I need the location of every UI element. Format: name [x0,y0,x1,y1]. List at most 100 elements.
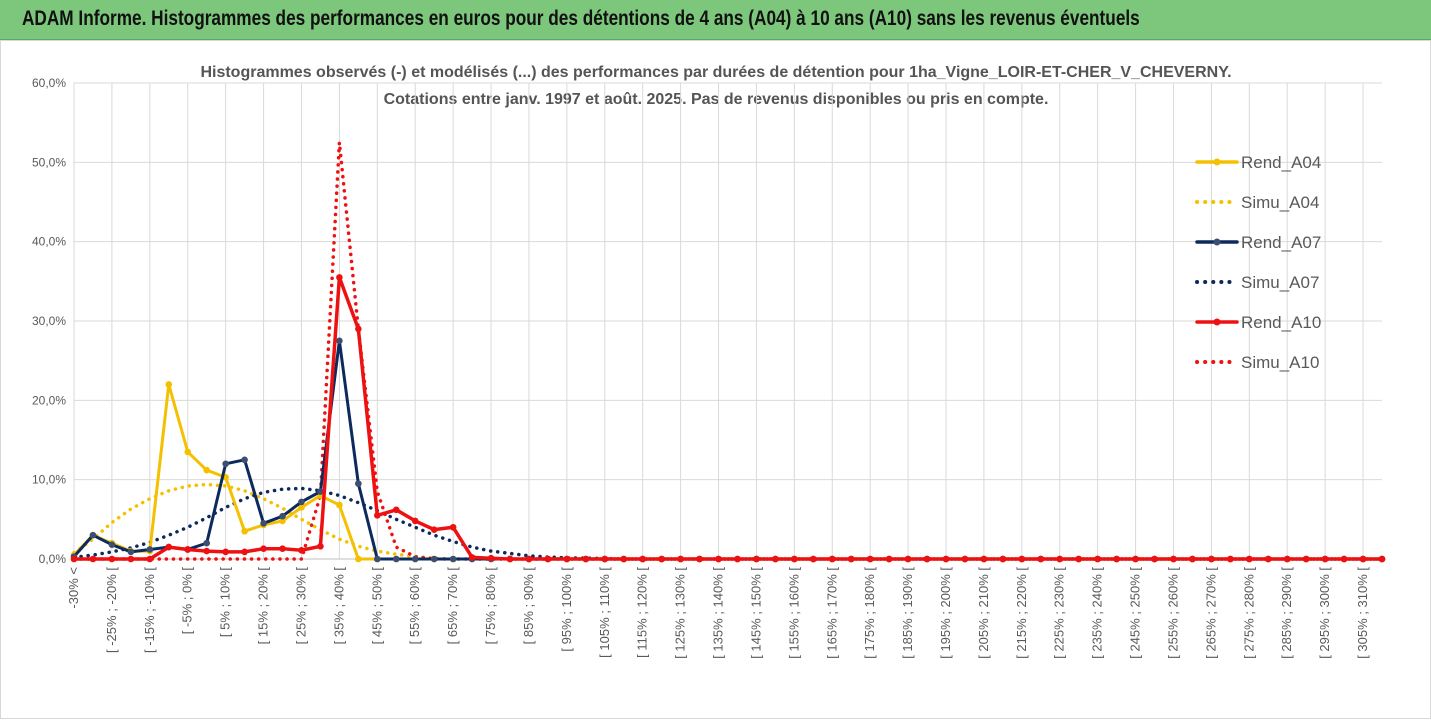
data-point [1246,555,1253,563]
y-tick-label: 60,0% [32,76,66,90]
data-point [411,517,419,525]
data-point [734,555,741,563]
y-tick-label: 20,0% [32,393,66,407]
data-point [961,555,969,563]
grid-lines [73,82,1382,560]
data-point [430,526,438,533]
data-point [715,555,722,563]
legend-item-Rend_A07: Rend_A07 [1195,233,1321,252]
data-point [279,517,286,525]
legend-item-Rend_A04: Rend_A04 [1195,153,1321,172]
x-tick-label: [ 275% ; 280% [ [1241,567,1256,659]
data-point [1340,555,1348,563]
data-point [525,555,533,563]
y-tick-label: 0,0% [39,552,67,566]
series-line [72,275,1384,561]
x-tick-label: [ 305% ; 310% [ [1355,567,1370,659]
data-point [317,543,324,550]
data-point [127,555,135,563]
legend-label: Rend_A04 [1241,153,1321,172]
data-point [89,555,97,563]
x-tick-label: [ 155% ; 160% [ [786,567,801,659]
legend-item-Simu_A04: Simu_A04 [1195,193,1319,212]
data-point [753,555,760,563]
data-point [430,555,438,563]
data-point [828,555,836,563]
data-point [336,274,343,281]
data-point [563,555,571,563]
data-point [601,555,609,563]
data-point [696,555,703,563]
series-layer [70,140,1386,563]
x-tick-label: [ 215% ; 220% [ [1014,567,1029,659]
x-tick-label: [ 135% ; 140% [ [711,567,726,659]
data-point [1283,555,1291,563]
chart-title: Histogrammes observés (-) et modélisés (… [200,64,1231,81]
data-point [1359,555,1367,563]
data-point [241,548,248,556]
data-point [1170,555,1177,563]
legend-label: Simu_A04 [1241,193,1319,212]
data-point [468,554,476,561]
data-point [203,466,210,474]
x-tick-label: [ 115% ; 120% [ [635,567,650,658]
x-tick-label: [ 295% ; 300% [ [1317,567,1332,659]
legend-item-Simu_A10: Simu_A10 [1195,353,1319,372]
x-tick-label: [ 195% ; 200% [ [938,567,953,659]
data-point [449,555,457,563]
data-point [658,555,665,563]
data-point [620,555,628,563]
data-point [260,545,267,552]
y-axis: 0,0% 10,0% 20,0% 30,0% 40,0% 50,0% 60,0% [32,76,66,566]
data-point [449,523,457,531]
data-point [146,555,154,563]
data-point [1189,555,1196,563]
x-tick-label: [ 55% ; 60% [ [407,567,422,645]
data-point [810,555,817,563]
data-point [184,448,192,456]
series-line [72,140,1384,561]
report-banner: ADAM Informe. Histogrammes des performan… [0,0,1431,40]
data-point [677,555,684,563]
series-Rend_A07 [70,337,1386,563]
legend-label: Rend_A10 [1241,313,1321,332]
line-chart: Histogrammes observés (-) et modélisés (… [32,64,1386,659]
data-point [1208,555,1215,563]
data-point [942,555,950,563]
x-tick-label: [ 245% ; 250% [ [1128,567,1143,659]
data-point [222,460,229,468]
x-tick-label: [ -15% ; -10% [ [142,567,157,653]
data-point [411,555,419,563]
data-point [70,555,78,563]
legend-label: Simu_A07 [1241,273,1319,292]
legend: Rend_A04 Simu_A04 Rend_A07 Simu_A07 Rend_A10… [1195,153,1321,372]
series-line [72,339,1384,561]
x-tick-label: [ 5% ; 10% [ [218,567,233,637]
data-point [1113,555,1120,563]
data-point [487,554,495,562]
data-point [847,555,855,563]
data-point [1075,555,1082,563]
data-point [999,555,1007,563]
data-point [1264,555,1272,563]
x-tick-label: [ 145% ; 150% [ [748,567,763,659]
data-point [544,555,552,563]
data-point [355,480,362,487]
legend-marker [1213,318,1221,326]
x-tick-label: [ 125% ; 130% [ [673,567,688,659]
data-point [1037,555,1045,563]
report-title: ADAM Informe. Histogrammes des performan… [22,7,1140,30]
data-point [1018,555,1026,563]
data-point [336,337,343,345]
x-tick-label: [ 165% ; 170% [ [824,567,839,659]
data-point [336,501,343,509]
data-point [89,531,97,539]
y-tick-label: 30,0% [32,314,66,328]
data-point [374,555,381,563]
data-point [184,546,192,553]
x-tick-label: [ 185% ; 190% [ [900,567,915,659]
x-tick-label: [ 15% ; 20% [ [256,567,271,645]
x-tick-label: [ 45% ; 50% [ [369,567,384,645]
data-point [1056,555,1064,563]
series-Simu_A10 [72,140,1384,561]
